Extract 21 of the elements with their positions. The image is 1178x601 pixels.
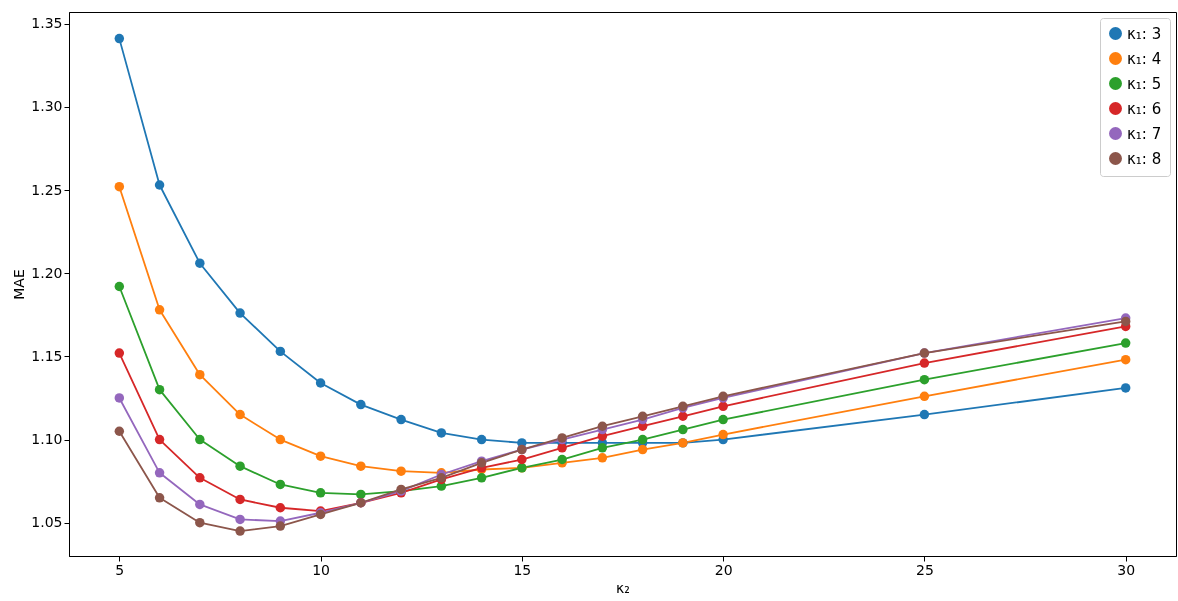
y-tick-label: 1.10 [31, 431, 63, 448]
x-tick-label: 25 [916, 561, 934, 578]
x-axis-title: κ₂ [616, 579, 630, 596]
y-tick-label: 1.35 [31, 15, 63, 32]
legend-label: κ₁: 8 [1127, 149, 1162, 168]
x-tick-label: 20 [714, 561, 733, 578]
y-tick-label: 1.30 [31, 98, 63, 115]
x-tick-label: 30 [1117, 561, 1136, 578]
x-tick-label: 10 [312, 561, 330, 578]
legend-label: κ₁: 5 [1127, 74, 1162, 93]
y-tick-label: 1.05 [31, 514, 63, 531]
x-tick-label: 15 [513, 561, 532, 578]
legend-label: κ₁: 4 [1127, 49, 1162, 68]
y-tick-label: 1.15 [31, 347, 63, 364]
x-tick-label: 5 [115, 561, 125, 578]
legend-label: κ₁: 3 [1127, 24, 1162, 43]
y-tick-label: 1.20 [31, 264, 63, 281]
legend-label: κ₁: 6 [1127, 99, 1162, 118]
y-tick-label: 1.25 [31, 181, 63, 198]
y-axis-title: MAE [11, 269, 28, 300]
legend-label: κ₁: 7 [1127, 124, 1162, 143]
